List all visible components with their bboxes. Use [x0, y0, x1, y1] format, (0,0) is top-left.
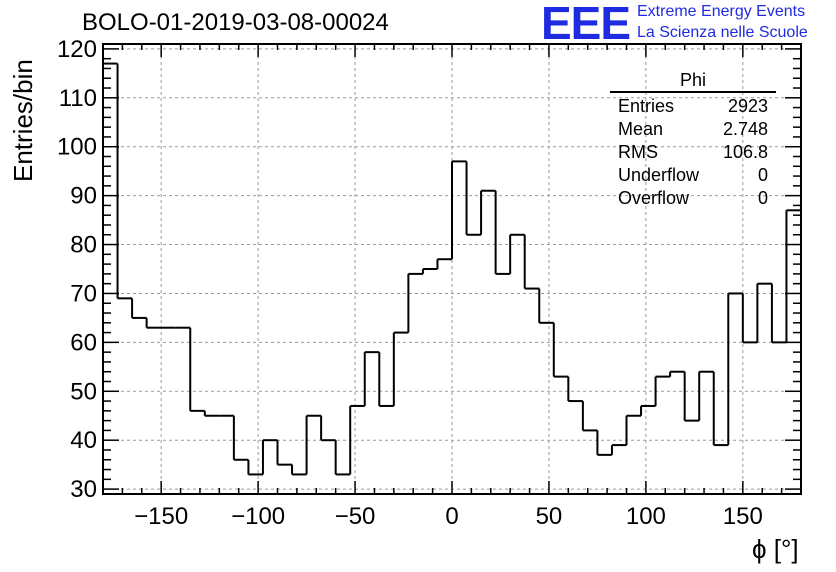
stats-label: RMS: [618, 142, 658, 162]
y-tick-label: 100: [57, 134, 97, 161]
y-tick-label: 80: [70, 232, 97, 259]
x-tick-label: 50: [536, 503, 563, 530]
logo-tagline-2: La Scienza nelle Scuole: [637, 24, 808, 41]
stats-label: Entries: [618, 96, 675, 116]
stats-label: Overflow: [618, 188, 690, 208]
stats-row-overflow: Overflow 0: [610, 187, 776, 210]
stats-row-underflow: Underflow 0: [610, 164, 776, 187]
x-tick-label: 100: [626, 503, 666, 530]
y-tick-label: 60: [70, 329, 97, 356]
stats-value: 0: [757, 188, 768, 208]
y-axis-label: Entries/bin: [8, 59, 38, 182]
x-tick-label: −50: [335, 503, 376, 530]
y-tick-label: 90: [70, 183, 97, 210]
y-tick-label: 40: [70, 427, 97, 454]
stats-value: 106.8: [722, 142, 768, 162]
stats-value: 2.748: [722, 119, 768, 139]
stats-row-entries: Entries 2923: [610, 95, 776, 118]
stats-title: Phi: [610, 70, 776, 93]
stats-box: Phi Entries 2923 Mean 2.748 RMS 106.8 Under…: [610, 70, 776, 210]
x-tick-label: −150: [134, 503, 188, 530]
stats-value: 0: [757, 165, 768, 185]
x-tick-label: 0: [445, 503, 458, 530]
y-tick-label: 30: [70, 476, 97, 503]
x-tick-label: −100: [231, 503, 285, 530]
stats-label: Mean: [618, 119, 664, 139]
x-axis-label: ϕ [°]: [752, 534, 799, 564]
logo-tagline-1: Extreme Energy Events: [637, 3, 806, 20]
stats-label: Underflow: [618, 165, 700, 185]
stats-value: 2923: [727, 96, 768, 116]
y-tick-label: 120: [57, 36, 97, 63]
stats-row-rms: RMS 106.8: [610, 141, 776, 164]
y-tick-label: 50: [70, 378, 97, 405]
x-tick-label: 150: [723, 503, 763, 530]
chart-title: BOLO-01-2019-03-08-00024: [82, 9, 389, 36]
stats-row-mean: Mean 2.748: [610, 118, 776, 141]
y-tick-label: 110: [59, 85, 97, 112]
y-tick-label: 70: [70, 280, 97, 307]
eee-logo: EEE: [541, 0, 631, 49]
